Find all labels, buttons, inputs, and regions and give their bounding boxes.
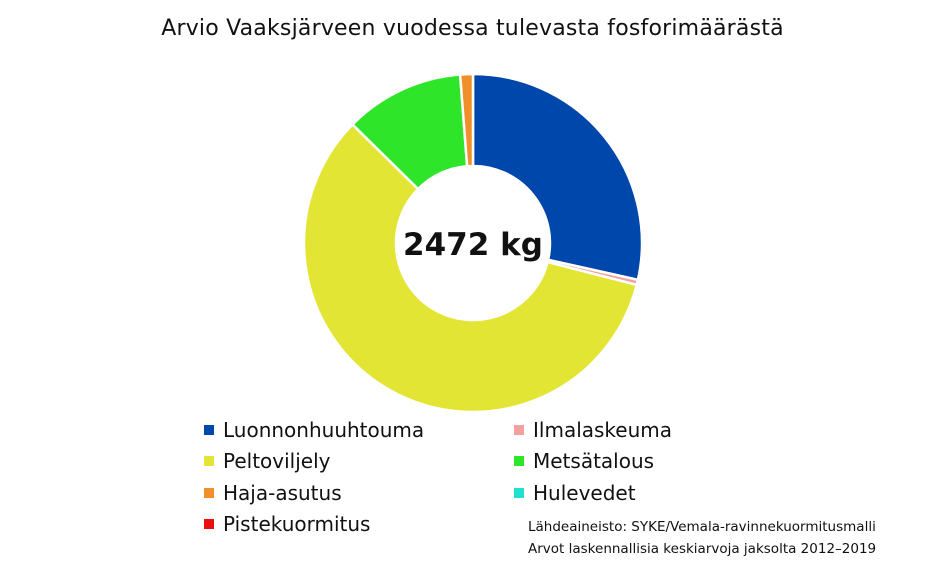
legend-item-ilmalaskeuma: Ilmalaskeuma — [514, 414, 714, 446]
legend-label: Luonnonhuuhtouma — [223, 417, 425, 442]
legend-swatch — [204, 424, 214, 435]
legend-item-hulevedet: Hulevedet — [514, 477, 714, 509]
center-total-label: 2472 kg — [403, 227, 543, 263]
legend-swatch — [514, 487, 524, 498]
legend-label: Metsätalous — [533, 449, 655, 474]
legend-item-luonnonhuuhtouma: Luonnonhuuhtouma — [204, 414, 514, 446]
source-note: Lähdeaineisto: SYKE/Vemala-ravinnekuormi… — [528, 516, 876, 560]
chart-title: Arvio Vaaksjärveen vuodessa tulevasta fo… — [161, 16, 784, 41]
legend-swatch — [204, 487, 214, 498]
legend-item-pistekuormitus: Pistekuormitus — [204, 509, 514, 541]
slice-peltoviljely — [302, 123, 638, 414]
legend-swatch — [514, 456, 524, 467]
chart-legend: Luonnonhuuhtouma Ilmalaskeuma Peltoviljely… — [204, 414, 714, 540]
source-line-2: Arvot laskennallisia keskiarvoja jaksolt… — [528, 541, 877, 557]
legend-label: Hulevedet — [533, 480, 636, 505]
legend-swatch — [514, 424, 524, 435]
legend-label: Pistekuormitus — [223, 512, 371, 537]
legend-item-haja-asutus: Haja-asutus — [204, 477, 514, 509]
source-line-1: Lähdeaineisto: SYKE/Vemala-ravinnekuormi… — [528, 519, 876, 535]
legend-swatch — [204, 519, 214, 530]
slice-haja-asutus — [458, 72, 475, 168]
legend-label: Haja-asutus — [223, 480, 342, 505]
legend-swatch — [204, 456, 214, 467]
legend-item-peltoviljely: Peltoviljely — [204, 446, 514, 478]
legend-label: Peltoviljely — [223, 449, 331, 474]
legend-label: Ilmalaskeuma — [533, 417, 673, 442]
slice-luonnonhuuhtouma — [471, 72, 644, 282]
donut-slices — [302, 72, 644, 414]
legend-item-mets-talous: Metsätalous — [514, 446, 714, 478]
